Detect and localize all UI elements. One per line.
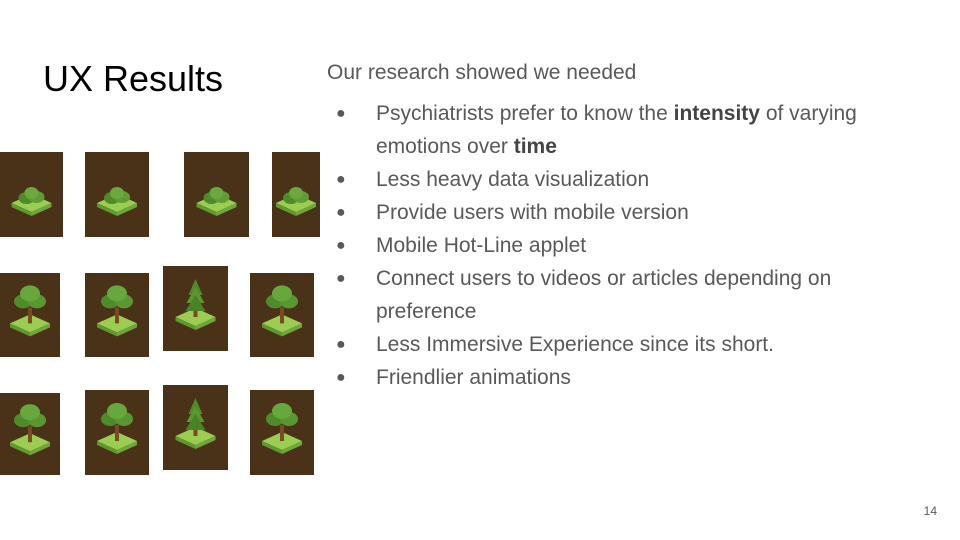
bullet-text: Friendlier animations (376, 366, 571, 389)
bullet-item: ● Less heavy data visualization (336, 163, 926, 196)
slide-title: UX Results (43, 58, 224, 99)
bullet-item: ● Mobile Hot-Line applet (336, 229, 926, 262)
intro-text: Our research showed we needed (327, 61, 637, 84)
bullet-dot-icon: ● (336, 237, 346, 254)
bullet-item: ● Psychiatrists prefer to know the intens… (336, 97, 926, 163)
page-number: 14 (923, 504, 937, 518)
bullet-list: ● Psychiatrists prefer to know the intens… (336, 97, 926, 394)
bullet-text: Less Immersive Experience since its shor… (376, 333, 774, 356)
bullet-item: ● Provide users with mobile version (336, 196, 926, 229)
round-tree-sprite-icon (0, 273, 60, 357)
bullet-item: ● Connect users to videos or articles dep… (336, 262, 926, 328)
bullet-item: ● Less Immersive Experience since its sho… (336, 328, 926, 361)
bullet-text: Connect users to videos or articles depe… (376, 267, 832, 323)
round-tree-sprite-icon (250, 273, 314, 357)
bullet-text: Psychiatrists prefer to know the (376, 102, 674, 125)
round-tree-sprite-icon (0, 393, 60, 475)
bullet-emphasis: intensity (673, 102, 760, 125)
bush-sprite-icon (184, 152, 249, 237)
pine-tree-sprite-icon (163, 266, 228, 351)
bullet-text: Less heavy data visualization (376, 168, 650, 191)
bush-sprite-icon (272, 152, 320, 237)
pine-tree-sprite-icon (163, 385, 228, 470)
round-tree-sprite-icon (85, 273, 149, 357)
bush-sprite-icon (85, 152, 149, 237)
bullet-dot-icon: ● (336, 204, 346, 221)
bullet-emphasis: time (513, 135, 557, 158)
bullet-dot-icon: ● (336, 336, 346, 353)
bullet-dot-icon: ● (336, 270, 346, 287)
bush-sprite-icon (0, 152, 63, 237)
round-tree-sprite-icon (250, 390, 314, 475)
round-tree-sprite-icon (85, 390, 149, 475)
bullet-dot-icon: ● (336, 369, 346, 386)
bullet-text: Provide users with mobile version (376, 201, 689, 224)
bullet-dot-icon: ● (336, 105, 346, 122)
bullet-text: of varying emotions over (376, 102, 857, 158)
bullet-item: ● Friendlier animations (336, 361, 926, 394)
bullet-text: Mobile Hot-Line applet (376, 234, 587, 257)
bullet-dot-icon: ● (336, 171, 346, 188)
